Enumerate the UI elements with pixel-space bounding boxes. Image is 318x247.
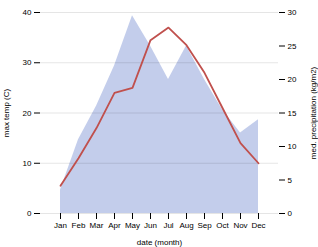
svg-text:date (month): date (month) <box>137 238 183 247</box>
svg-text:20: 20 <box>23 109 32 118</box>
svg-text:25: 25 <box>288 42 297 51</box>
svg-text:30: 30 <box>23 58 32 67</box>
svg-text:40: 40 <box>23 8 32 17</box>
svg-text:10: 10 <box>23 159 32 168</box>
svg-text:20: 20 <box>288 75 297 84</box>
svg-text:Aug: Aug <box>179 221 193 230</box>
svg-text:Jun: Jun <box>144 221 157 230</box>
svg-text:Feb: Feb <box>72 221 86 230</box>
svg-text:0: 0 <box>27 209 32 218</box>
svg-text:May: May <box>125 221 140 230</box>
svg-text:max temp (C): max temp (C) <box>2 88 11 137</box>
svg-text:0: 0 <box>288 209 293 218</box>
svg-text:med. precipitation (kg/m2): med. precipitation (kg/m2) <box>309 66 318 159</box>
svg-text:Jul: Jul <box>163 221 173 230</box>
svg-text:Sep: Sep <box>197 221 212 230</box>
svg-text:30: 30 <box>288 8 297 17</box>
svg-text:10: 10 <box>288 142 297 151</box>
svg-text:Oct: Oct <box>216 221 229 230</box>
svg-text:Jan: Jan <box>54 221 67 230</box>
svg-text:5: 5 <box>288 176 293 185</box>
svg-text:Apr: Apr <box>108 221 121 230</box>
svg-text:15: 15 <box>288 109 297 118</box>
svg-text:Dec: Dec <box>251 221 265 230</box>
svg-text:Mar: Mar <box>90 221 104 230</box>
svg-text:Nov: Nov <box>233 221 247 230</box>
